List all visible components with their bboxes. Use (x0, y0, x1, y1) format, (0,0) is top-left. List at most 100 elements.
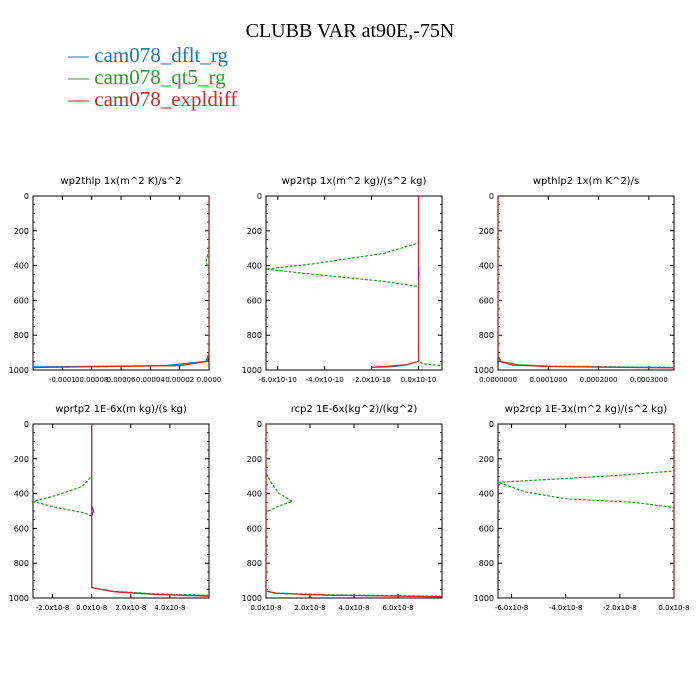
panel-title: rcp2 1E-6x(kg^2)/(kg^2) (291, 404, 418, 415)
series-line (30, 424, 210, 596)
y-tick-label: 200 (247, 227, 262, 236)
series-line (497, 196, 675, 368)
y-tick-label: 0 (489, 192, 494, 201)
x-tick-label: -2.0x10-8 (603, 604, 637, 612)
y-tick-label: 200 (14, 455, 29, 464)
y-tick-label: 0 (257, 420, 262, 429)
y-tick-label: 800 (14, 331, 29, 340)
y-tick-label: 800 (14, 559, 29, 568)
y-tick-label: 200 (247, 455, 262, 464)
y-tick-label: 800 (247, 559, 262, 568)
panel-title: wprtp2 1E-6x(m kg)/(s kg) (55, 404, 187, 415)
series-line (91, 424, 210, 597)
y-tick-label: 600 (14, 296, 29, 305)
panel-frame (497, 195, 675, 371)
panel-3: wpthlp2 1x(m K^2)/s020040060080010000.00… (474, 176, 675, 384)
legend-swatch-expldiff: — (68, 87, 95, 111)
y-tick-label: 400 (14, 262, 29, 271)
y-tick-label: 400 (14, 490, 29, 499)
x-tick-label: 2.0x10-8 (294, 604, 325, 612)
figure-title: CLUBB VAR at90E,-75N (245, 20, 455, 42)
panel-4: wprtp2 1E-6x(m kg)/(s kg) 0 200 400 600 800 10… (9, 404, 210, 612)
x-tick-label: 0.0x10-8 (76, 604, 107, 612)
legend-label-qt5: cam078_qt5_rg (94, 65, 226, 89)
series-line (371, 196, 420, 368)
panel-title: wp2rcp 1E-3x(m^2 kg)/(s^2 kg) (505, 404, 668, 415)
y-tick-label: 0 (257, 192, 262, 201)
series-line (91, 424, 210, 597)
x-tick-label: -0.0001 (49, 376, 76, 384)
series-line (265, 424, 443, 597)
legend-item-qt5: — cam078_qt5_rg (68, 66, 237, 88)
y-tick-label: 1000 (474, 594, 494, 603)
y-tick-label: 600 (479, 524, 494, 533)
x-tick-label: 0.00002 (165, 376, 194, 384)
y-tick-label: 0 (24, 420, 29, 429)
series-line (371, 196, 420, 368)
legend-label-expldiff: cam078_expldiff (94, 87, 238, 111)
x-tick-label: 0.0003000 (630, 376, 668, 384)
y-tick-label: 1000 (242, 366, 262, 375)
y-tick-label: 400 (247, 490, 262, 499)
y-tick-label: 0 (489, 420, 494, 429)
legend-label-dflt: cam078_dflt_rg (94, 43, 229, 67)
series-line (497, 196, 675, 369)
panel-title: wpthlp2 1x(m K^2)/s (533, 176, 639, 187)
x-tick-label: -2.0x10-8 (36, 604, 70, 612)
y-tick-label: 600 (247, 524, 262, 533)
x-tick-label: -6.0x10-8 (495, 604, 529, 612)
y-tick-label: 600 (247, 296, 262, 305)
x-tick-label: 00.00008 (75, 376, 108, 384)
y-tick-label: 200 (14, 227, 29, 236)
x-tick-label: 4.0x10-8 (338, 604, 369, 612)
x-tick-label: -4.0x10-8 (549, 604, 583, 612)
series-line (265, 424, 443, 598)
x-tick-label: 0.0x10-8 (658, 604, 689, 612)
series-line (32, 196, 210, 368)
series-line (265, 424, 443, 598)
y-tick-label: 800 (479, 559, 494, 568)
series-line (497, 196, 675, 369)
y-tick-label: 200 (479, 227, 494, 236)
panel-title: wp2thlp 1x(m^2 K)/s^2 (60, 176, 181, 187)
y-tick-label: 600 (479, 296, 494, 305)
legend-item-expldiff: — cam078_expldiff (68, 88, 237, 110)
y-tick-label: 400 (479, 490, 494, 499)
y-tick-label: 800 (247, 331, 262, 340)
legend-item-dflt: — cam078_dflt_rg (68, 44, 237, 66)
x-tick-label: 0.00006 (107, 376, 136, 384)
x-tick-label: 0.00004 (136, 376, 165, 384)
x-tick-label: -6.0x10-10 (259, 376, 297, 384)
legend: — cam078_dflt_rg — cam078_qt5_rg — cam07… (68, 44, 237, 110)
x-tick-label: 0.0002000 (580, 376, 618, 384)
series-line (265, 196, 443, 367)
panel-frame (32, 423, 210, 599)
x-tick-label: 2.0x10-8 (115, 604, 146, 612)
legend-swatch-qt5: — (68, 65, 95, 89)
panel-5: rcp2 1E-6x(kg^2)/(kg^2) 0 200 400 600 800 1000… (242, 404, 443, 612)
y-tick-label: 600 (14, 524, 29, 533)
series-line (91, 505, 95, 517)
y-tick-label: 1000 (9, 594, 29, 603)
panel-frame (32, 195, 210, 371)
panel-6: wp2rcp 1E-3x(m^2 kg)/(s^2 kg) 0 200 400 600 8… (474, 404, 690, 612)
panel-title: wp2rtp 1x(m^2 kg)/(s^2 kg) (282, 176, 427, 187)
x-tick-label: -4.0x10-10 (306, 376, 344, 384)
panel-frame (265, 423, 443, 599)
x-tick-label: 4.0x10-8 (154, 604, 185, 612)
series-line (32, 196, 210, 369)
y-tick-label: 200 (479, 455, 494, 464)
x-tick-label: 0.0001000 (529, 376, 567, 384)
y-tick-label: 1000 (9, 366, 29, 375)
legend-swatch-dflt: — (68, 43, 95, 67)
panel-1: wp2thlp 1x(m^2 K)/s^2 0 200 400 600 800 1000 -0… (9, 176, 222, 384)
x-tick-label: 6.0x10-8 (382, 604, 413, 612)
panel-2: wp2rtp 1x(m^2 kg)/(s^2 kg) 0 200 400 600 800 1… (242, 176, 443, 384)
y-tick-label: 800 (479, 331, 494, 340)
y-tick-label: 1000 (474, 366, 494, 375)
y-tick-label: 0 (24, 192, 29, 201)
series-line (497, 424, 675, 598)
x-tick-label: 0.0x10-8 (250, 604, 281, 612)
